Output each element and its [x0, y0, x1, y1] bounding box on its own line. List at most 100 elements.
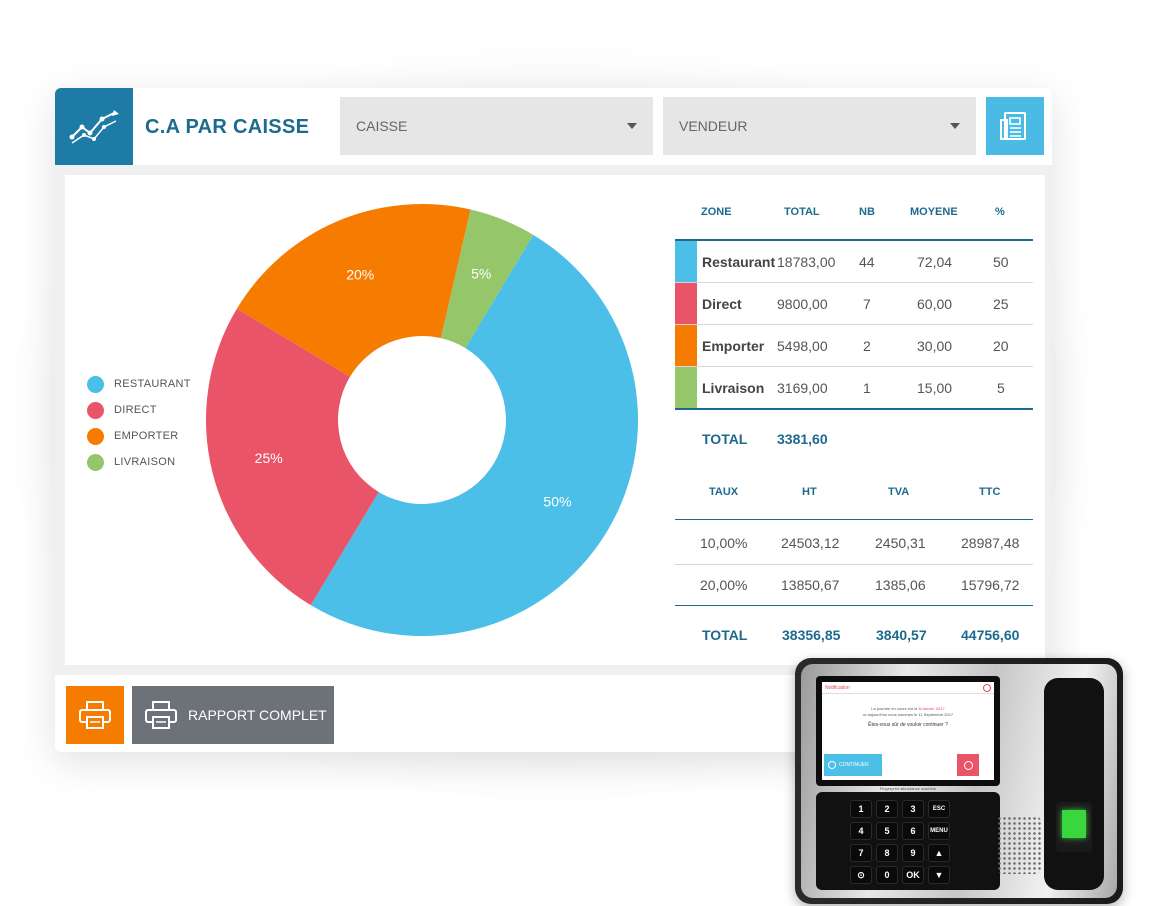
- keypad-key[interactable]: 8: [876, 844, 898, 862]
- legend-dot: [87, 375, 104, 393]
- col-header-ttc: TTC: [979, 486, 1001, 498]
- keypad-key[interactable]: ▼: [928, 866, 950, 884]
- check-icon: [828, 761, 836, 769]
- content-panel: RESTAURANT DIRECT EMPORTER LIVRAISON 50%…: [65, 175, 1045, 665]
- keypad-key[interactable]: ▲: [928, 844, 950, 862]
- tax-tva: 2450,31: [875, 535, 926, 551]
- keypad-key[interactable]: MENU: [928, 822, 950, 840]
- chevron-down-icon: [627, 123, 637, 129]
- keypad-key[interactable]: 0: [876, 866, 898, 884]
- device-screen-bezel: Notification La journée en cours est le …: [816, 676, 1000, 786]
- zone-color-bar: [675, 325, 697, 366]
- keypad-key[interactable]: 4: [850, 822, 872, 840]
- legend-item: LIVRAISON: [87, 449, 191, 475]
- header-bar: C.A PAR CAISSE CAISSE VENDEUR: [55, 88, 1052, 165]
- keypad-key[interactable]: 5: [876, 822, 898, 840]
- col-header-tva: TVA: [888, 486, 910, 498]
- fingerprint-terminal: Notification La journée en cours est le …: [795, 658, 1123, 904]
- speaker-grille: [997, 816, 1041, 874]
- device-screen: Notification La journée en cours est le …: [822, 682, 994, 780]
- tax-total-label: TOTAL: [702, 627, 748, 643]
- slice-label: 5%: [471, 266, 491, 282]
- vendeur-select[interactable]: VENDEUR: [663, 97, 976, 155]
- table-divider: [675, 408, 1033, 410]
- device-keypad: 1 2 3 ESC 4 5 6 MENU 7 8 9 ▲ ⊙ 0 OK ▼: [816, 792, 1000, 890]
- zone-pct: 50: [993, 254, 1009, 270]
- col-header-total: TOTAL: [784, 206, 820, 218]
- table-row: Emporter 5498,00 2 30,00 20: [675, 325, 1033, 367]
- screen-line2: or aujourd'hui nous sommes le 11 Septemb…: [862, 712, 954, 717]
- legend-label: EMPORTER: [114, 430, 179, 442]
- caisse-select-label: CAISSE: [356, 118, 408, 134]
- zone-moyenne: 72,04: [917, 254, 953, 270]
- table-row: Livraison 3169,00 1 15,00 5: [675, 367, 1033, 408]
- zone-total: 9800,00: [777, 296, 828, 312]
- table-divider: [675, 239, 1033, 241]
- zone-pct: 25: [993, 296, 1009, 312]
- table-divider: [675, 519, 1033, 520]
- keypad-key[interactable]: 2: [876, 800, 898, 818]
- zone-moyenne: 15,00: [917, 380, 953, 396]
- zone-name: Direct: [702, 296, 742, 312]
- keypad-key[interactable]: 9: [902, 844, 924, 862]
- table-row: Restaurant 18783,00 44 72,04 50: [675, 241, 1033, 283]
- tax-tva: 1385,06: [875, 577, 926, 593]
- keypad-key[interactable]: OK: [902, 866, 924, 884]
- keypad-key[interactable]: ESC: [928, 800, 950, 818]
- zone-name: Livraison: [702, 380, 765, 396]
- legend-item: DIRECT: [87, 397, 191, 423]
- slice-emporter: [236, 203, 471, 377]
- zone-nb: 44: [859, 254, 875, 270]
- screen-date1: 8/Janvier 2017: [918, 706, 945, 711]
- keypad-key[interactable]: 1: [850, 800, 872, 818]
- sensor-glass: [1062, 810, 1086, 838]
- legend-label: LIVRAISON: [114, 456, 176, 468]
- zone-total: 18783,00: [777, 254, 836, 270]
- zone-nb: 1: [863, 380, 871, 396]
- document-icon: [1000, 112, 1026, 140]
- screen-line1: La journée en cours est le: [871, 706, 918, 711]
- cancel-button[interactable]: [957, 754, 979, 776]
- slice-label: 20%: [346, 267, 374, 283]
- full-report-button[interactable]: RAPPORT COMPLET: [132, 686, 334, 744]
- col-header-pct: %: [995, 206, 1005, 218]
- legend-label: DIRECT: [114, 404, 157, 416]
- printer-icon: [79, 701, 111, 729]
- continue-button[interactable]: CONTINUER: [824, 754, 882, 776]
- page-title: C.A PAR CAISSE: [145, 116, 310, 138]
- vendeur-select-label: VENDEUR: [679, 118, 748, 134]
- chevron-down-icon: [950, 123, 960, 129]
- zone-color-bar: [675, 241, 697, 282]
- slice-livraison: [440, 209, 534, 348]
- tax-row: 10,00% 24503,12 2450,31 28987,48: [675, 521, 1033, 565]
- print-button[interactable]: [66, 686, 124, 744]
- legend-item: EMPORTER: [87, 423, 191, 449]
- donut-chart: 50% 25% 20% 5%: [205, 203, 638, 636]
- zone-total: 3169,00: [777, 380, 828, 396]
- tax-ht: 24503,12: [781, 535, 840, 551]
- col-header-zone: ZONE: [701, 206, 732, 218]
- legend-label: RESTAURANT: [114, 378, 191, 390]
- legend-dot: [87, 401, 104, 419]
- legend-item: RESTAURANT: [87, 371, 191, 397]
- keypad-key[interactable]: 3: [902, 800, 924, 818]
- keypad-key[interactable]: 7: [850, 844, 872, 862]
- zone-moyenne: 60,00: [917, 296, 953, 312]
- tax-ttc: 28987,48: [961, 535, 1020, 551]
- report-view-button[interactable]: [986, 97, 1044, 155]
- keypad-key[interactable]: ⊙: [850, 866, 872, 884]
- fingerprint-sensor[interactable]: [1056, 802, 1092, 852]
- chart-legend: RESTAURANT DIRECT EMPORTER LIVRAISON: [87, 371, 191, 475]
- zone-color-bar: [675, 283, 697, 324]
- legend-dot: [87, 427, 104, 445]
- keypad-key[interactable]: 6: [902, 822, 924, 840]
- tax-taux: 20,00%: [700, 577, 748, 593]
- caisse-select[interactable]: CAISSE: [340, 97, 653, 155]
- zone-name: Emporter: [702, 338, 765, 354]
- zone-pct: 5: [997, 380, 1005, 396]
- sensor-housing: [1044, 678, 1104, 890]
- close-icon: [963, 760, 973, 770]
- zone-nb: 2: [863, 338, 871, 354]
- slice-label: 25%: [255, 450, 283, 466]
- tax-row: 20,00% 13850,67 1385,06 15796,72: [675, 565, 1033, 605]
